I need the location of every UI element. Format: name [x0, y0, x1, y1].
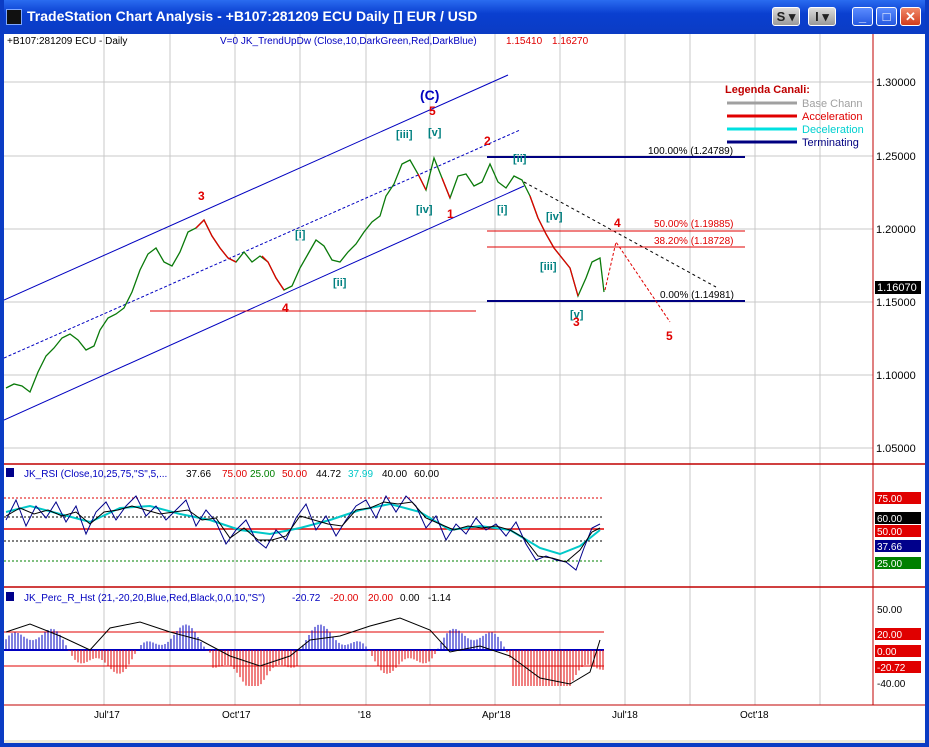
rsi-value: 40.00 [382, 469, 407, 480]
x-tick: Oct'18 [740, 710, 769, 721]
rsi-value: 50.00 [282, 469, 307, 480]
wave-label: 5 [429, 104, 436, 118]
wave-label: 4 [614, 216, 621, 230]
rsi-tick: 60.00 [877, 514, 902, 525]
last-price-box [875, 281, 921, 294]
price-tick: 1.05000 [876, 443, 916, 455]
s-button[interactable]: S ▾ [772, 7, 800, 26]
legend-item: Acceleration [802, 111, 863, 123]
wave-label: 2 [484, 134, 491, 148]
maximize-button[interactable]: □ [876, 7, 897, 26]
price-tick: 1.10000 [876, 370, 916, 382]
perc-value: 20.00 [368, 593, 393, 604]
perc-value: -20.72 [292, 593, 321, 604]
perc-value: -20.00 [330, 593, 359, 604]
wave-label: (C) [420, 87, 439, 103]
wave-label: [ii] [333, 277, 347, 289]
legend-title: Legenda Canali: [725, 84, 810, 96]
rsi-panel-icon [6, 468, 14, 477]
rsi-label: JK_RSI (Close,10,25,75,"S",5,... [24, 469, 167, 480]
wave-label: 3 [198, 189, 205, 203]
perc-label: JK_Perc_R_Hst (21,-20,20,Blue,Red,Black,… [24, 593, 265, 604]
wave-label: [iv] [416, 204, 433, 216]
indicator-value-1: 1.15410 [506, 36, 543, 47]
wave-label: [iii] [540, 261, 557, 273]
fib-label: 38.20% (1.18728) [654, 236, 734, 247]
x-tick: Jul'17 [94, 710, 120, 721]
minimize-button[interactable]: _ [852, 7, 873, 26]
fib-label: 50.00% (1.19885) [654, 219, 734, 230]
wave-label: 4 [282, 301, 289, 315]
chart-background [4, 34, 925, 740]
channel-legend: Legenda Canali: Base Chann Acceleration … [725, 84, 864, 149]
price-bars-red [195, 173, 579, 297]
chart-svg[interactable]: 1.30000 1.25000 1.20000 1.15000 1.10000 … [3, 34, 925, 740]
wave-label: [ii] [513, 153, 527, 165]
perc-tick: 20.00 [877, 630, 902, 641]
title-bar: TradeStation Chart Analysis - +B107:2812… [0, 0, 929, 34]
channel-upper-line [3, 74, 509, 301]
channel-lower-line [3, 185, 525, 421]
close-button[interactable]: ✕ [900, 7, 921, 26]
perc-value: -1.14 [428, 593, 451, 604]
chart-area[interactable]: 1.30000 1.25000 1.20000 1.15000 1.10000 … [3, 34, 925, 740]
perc-panel: JK_Perc_R_Hst (21,-20,20,Blue,Red,Black,… [4, 592, 921, 690]
x-tick: Apr'18 [482, 710, 511, 721]
rsi-value: 60.00 [414, 469, 439, 480]
rsi-value: 37.66 [186, 469, 211, 480]
app-icon[interactable] [6, 9, 22, 25]
perc-tick: 50.00 [877, 605, 902, 616]
perc-bars [5, 624, 604, 686]
x-tick: '18 [358, 710, 371, 721]
indicator-label: V=0 JK_TrendUpDw (Close,10,DarkGreen,Red… [220, 36, 477, 47]
perc-tick: 0.00 [877, 647, 897, 658]
perc-tick: -40.00 [877, 679, 906, 690]
rsi-tick: 37.66 [877, 542, 902, 553]
vertical-gridlines [103, 34, 821, 705]
rsi-value: 37.99 [348, 469, 373, 480]
rsi-value: 25.00 [250, 469, 275, 480]
wave-label: [i] [295, 229, 306, 241]
wave-label: [iii] [396, 129, 413, 141]
rsi-tick: 50.00 [877, 527, 902, 538]
rsi-value: 75.00 [222, 469, 247, 480]
rsi-tick: 75.00 [877, 494, 902, 505]
price-tick: 1.15000 [876, 297, 916, 309]
price-tick: 1.25000 [876, 151, 916, 163]
price-tick: 1.30000 [876, 77, 916, 89]
legend-item: Terminating [802, 137, 859, 149]
rsi-panel: JK_RSI (Close,10,25,75,"S",5,... 37.66 7… [4, 468, 921, 571]
fib-label: 0.00% (1.14981) [660, 290, 734, 301]
s-button-label: S [776, 9, 786, 24]
rsi-tick: 25.00 [877, 559, 902, 570]
x-tick: Jul'18 [612, 710, 638, 721]
perc-value: 0.00 [400, 593, 420, 604]
legend-item: Deceleration [802, 124, 864, 136]
i-button-label: I [815, 9, 819, 24]
i-button[interactable]: I ▾ [808, 7, 836, 26]
x-tick: Oct'17 [222, 710, 251, 721]
price-tick: 1.20000 [876, 224, 916, 236]
rsi-value: 44.72 [316, 469, 341, 480]
window-title: TradeStation Chart Analysis - +B107:2812… [27, 8, 478, 24]
channel-mid-line [3, 129, 521, 359]
symbol-label: +B107:281209 ECU - Daily [7, 36, 127, 47]
legend-item: Base Chann [802, 98, 863, 110]
wave-label: 5 [666, 329, 673, 343]
downtrend-line [523, 181, 717, 288]
wave-label: 3 [573, 315, 580, 329]
projection-path [604, 240, 671, 323]
wave-label: [v] [570, 309, 584, 321]
perc-tick: -20.72 [877, 663, 906, 674]
last-price-label: 1.16070 [877, 282, 917, 294]
wave-label: 1 [447, 207, 454, 221]
fib-label: 100.00% (1.24789) [648, 146, 733, 157]
wave-label: [iv] [546, 211, 563, 223]
wave-label: [v] [428, 127, 442, 139]
indicator-value-2: 1.16270 [552, 36, 589, 47]
price-bars [5, 155, 605, 394]
perc-panel-icon [6, 592, 14, 601]
wave-label: [i] [497, 204, 508, 216]
